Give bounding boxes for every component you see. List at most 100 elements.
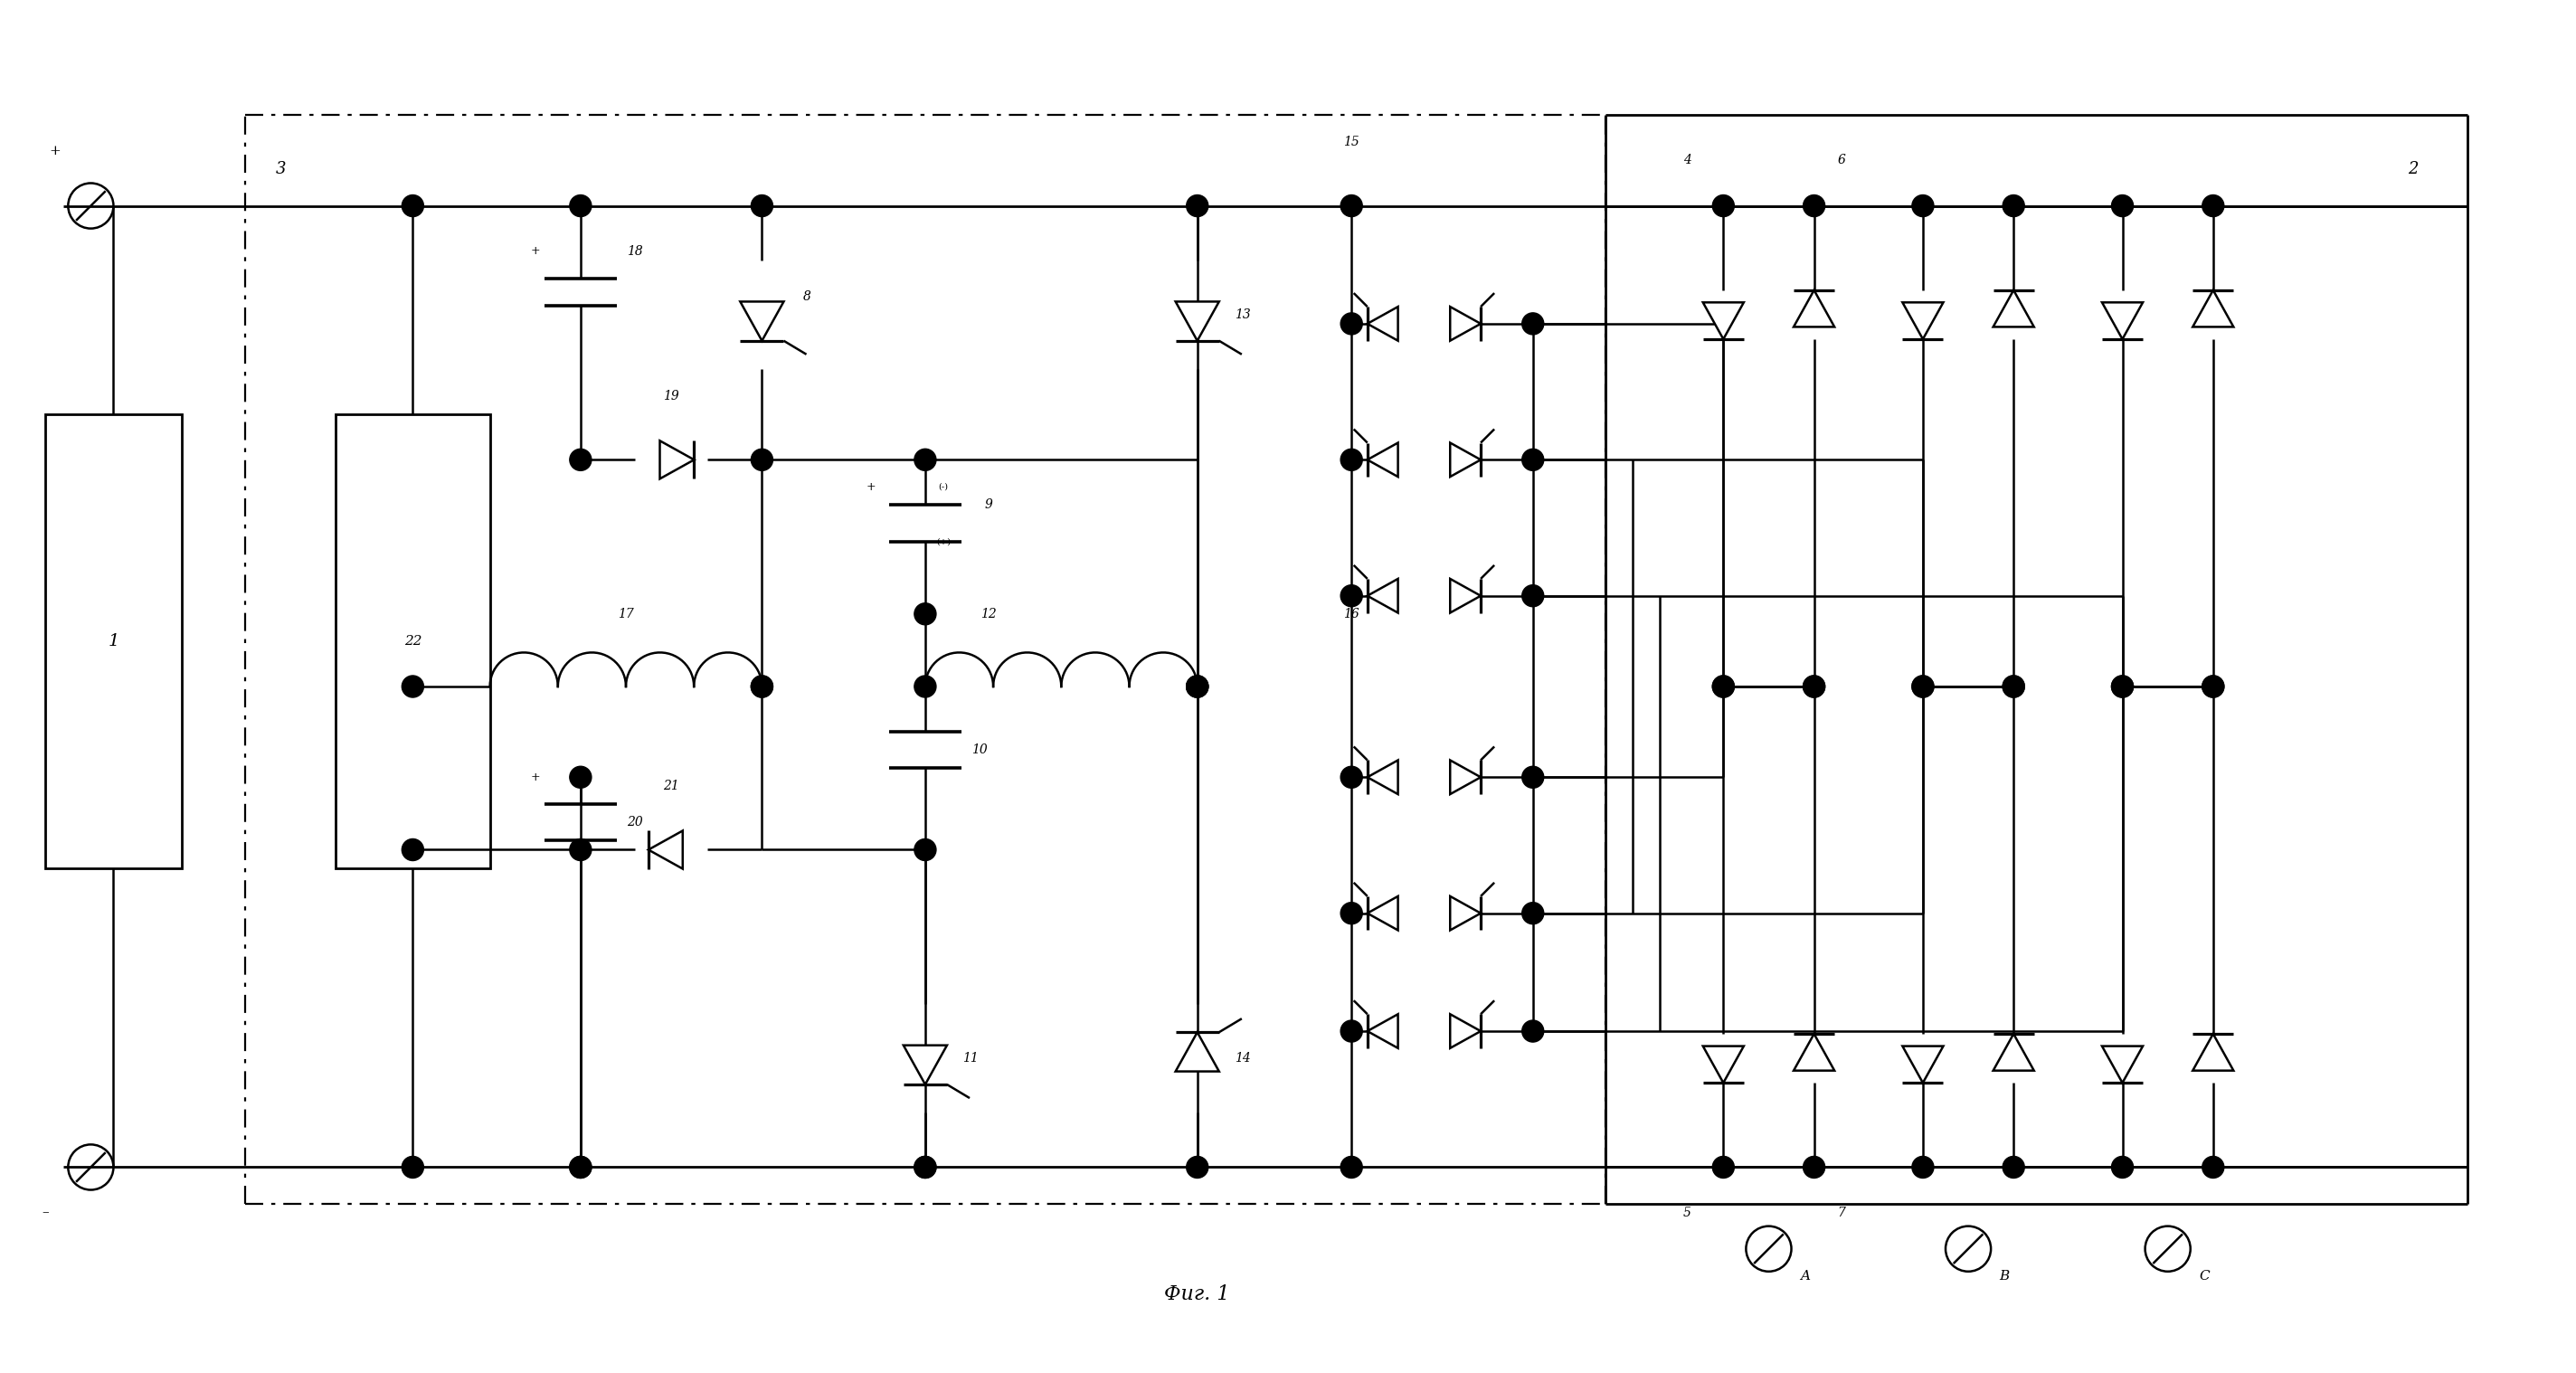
- Circle shape: [402, 1156, 422, 1178]
- Circle shape: [914, 676, 935, 697]
- Text: +: +: [531, 246, 541, 257]
- Polygon shape: [1904, 1046, 1942, 1083]
- Text: 5: 5: [1682, 1207, 1690, 1219]
- Text: 22: 22: [404, 634, 422, 648]
- Polygon shape: [1175, 1032, 1218, 1071]
- Circle shape: [1911, 676, 1935, 697]
- Circle shape: [752, 676, 773, 697]
- Text: +: +: [866, 481, 876, 493]
- Circle shape: [1340, 313, 1363, 335]
- Circle shape: [752, 195, 773, 217]
- Circle shape: [2002, 676, 2025, 697]
- Text: –: –: [41, 1207, 49, 1219]
- Circle shape: [2112, 195, 2133, 217]
- Circle shape: [1340, 449, 1363, 471]
- Circle shape: [1188, 676, 1208, 697]
- Polygon shape: [1703, 1046, 1744, 1083]
- Circle shape: [914, 839, 935, 861]
- Circle shape: [1713, 676, 1734, 697]
- Circle shape: [1188, 1156, 1208, 1178]
- Polygon shape: [1703, 302, 1744, 339]
- Circle shape: [1911, 676, 1935, 697]
- Circle shape: [2202, 195, 2223, 217]
- Circle shape: [569, 449, 592, 471]
- Polygon shape: [1793, 1034, 1834, 1071]
- Circle shape: [1522, 585, 1543, 607]
- Circle shape: [2002, 1156, 2025, 1178]
- Circle shape: [1713, 676, 1734, 697]
- Circle shape: [2002, 195, 2025, 217]
- Text: 6: 6: [1837, 154, 1844, 166]
- Text: 15: 15: [1345, 136, 1360, 148]
- Text: 10: 10: [971, 744, 987, 757]
- Text: 3: 3: [276, 162, 286, 177]
- Circle shape: [914, 1156, 935, 1178]
- Polygon shape: [1368, 1015, 1399, 1048]
- Polygon shape: [659, 441, 693, 479]
- Circle shape: [569, 195, 592, 217]
- Polygon shape: [1368, 442, 1399, 476]
- Text: C: C: [2200, 1270, 2210, 1282]
- Circle shape: [1803, 1156, 1824, 1178]
- Bar: [46, 415, 180, 868]
- Circle shape: [402, 676, 422, 697]
- Circle shape: [914, 603, 935, 625]
- Polygon shape: [739, 302, 783, 341]
- Polygon shape: [1994, 290, 2035, 327]
- Text: 13: 13: [1234, 309, 1252, 321]
- Circle shape: [2202, 676, 2223, 697]
- Polygon shape: [1793, 290, 1834, 327]
- Circle shape: [1188, 676, 1208, 697]
- Circle shape: [1340, 1156, 1363, 1178]
- Circle shape: [1522, 449, 1543, 471]
- Circle shape: [569, 1156, 592, 1178]
- Circle shape: [1803, 676, 1824, 697]
- Circle shape: [1713, 195, 1734, 217]
- Circle shape: [1340, 195, 1363, 217]
- Polygon shape: [2192, 1034, 2233, 1071]
- Text: 16: 16: [1345, 608, 1360, 621]
- Circle shape: [2112, 676, 2133, 697]
- Text: B: B: [1999, 1270, 2009, 1282]
- Polygon shape: [2102, 1046, 2143, 1083]
- Circle shape: [1340, 585, 1363, 607]
- Polygon shape: [1450, 897, 1481, 931]
- Circle shape: [1188, 195, 1208, 217]
- Text: 1: 1: [108, 633, 118, 649]
- Text: 20: 20: [626, 816, 644, 829]
- Text: (+): (+): [935, 537, 951, 545]
- Circle shape: [1803, 195, 1824, 217]
- Circle shape: [2002, 676, 2025, 697]
- Polygon shape: [649, 831, 683, 869]
- Text: 4: 4: [1682, 154, 1690, 166]
- Circle shape: [2202, 1156, 2223, 1178]
- Text: 17: 17: [618, 608, 634, 621]
- Text: +: +: [49, 146, 59, 158]
- Polygon shape: [1450, 1015, 1481, 1048]
- Circle shape: [1803, 676, 1824, 697]
- Polygon shape: [2192, 290, 2233, 327]
- Circle shape: [569, 766, 592, 788]
- Text: 9: 9: [984, 498, 992, 511]
- Polygon shape: [2102, 302, 2143, 339]
- Bar: [335, 415, 489, 868]
- Circle shape: [1522, 766, 1543, 788]
- Text: 19: 19: [662, 390, 680, 402]
- Circle shape: [914, 1156, 935, 1178]
- Text: Фиг. 1: Фиг. 1: [1164, 1284, 1231, 1304]
- Circle shape: [1911, 1156, 1935, 1178]
- Circle shape: [1713, 1156, 1734, 1178]
- Text: 14: 14: [1234, 1052, 1252, 1064]
- Text: +: +: [531, 772, 541, 783]
- Circle shape: [1522, 313, 1543, 335]
- Circle shape: [752, 676, 773, 697]
- Polygon shape: [1994, 1034, 2035, 1071]
- Polygon shape: [1450, 761, 1481, 794]
- Text: 8: 8: [804, 290, 811, 303]
- Circle shape: [2112, 1156, 2133, 1178]
- Text: 7: 7: [1837, 1207, 1844, 1219]
- Polygon shape: [1450, 442, 1481, 476]
- Circle shape: [1522, 1020, 1543, 1042]
- Circle shape: [2202, 676, 2223, 697]
- Circle shape: [569, 839, 592, 861]
